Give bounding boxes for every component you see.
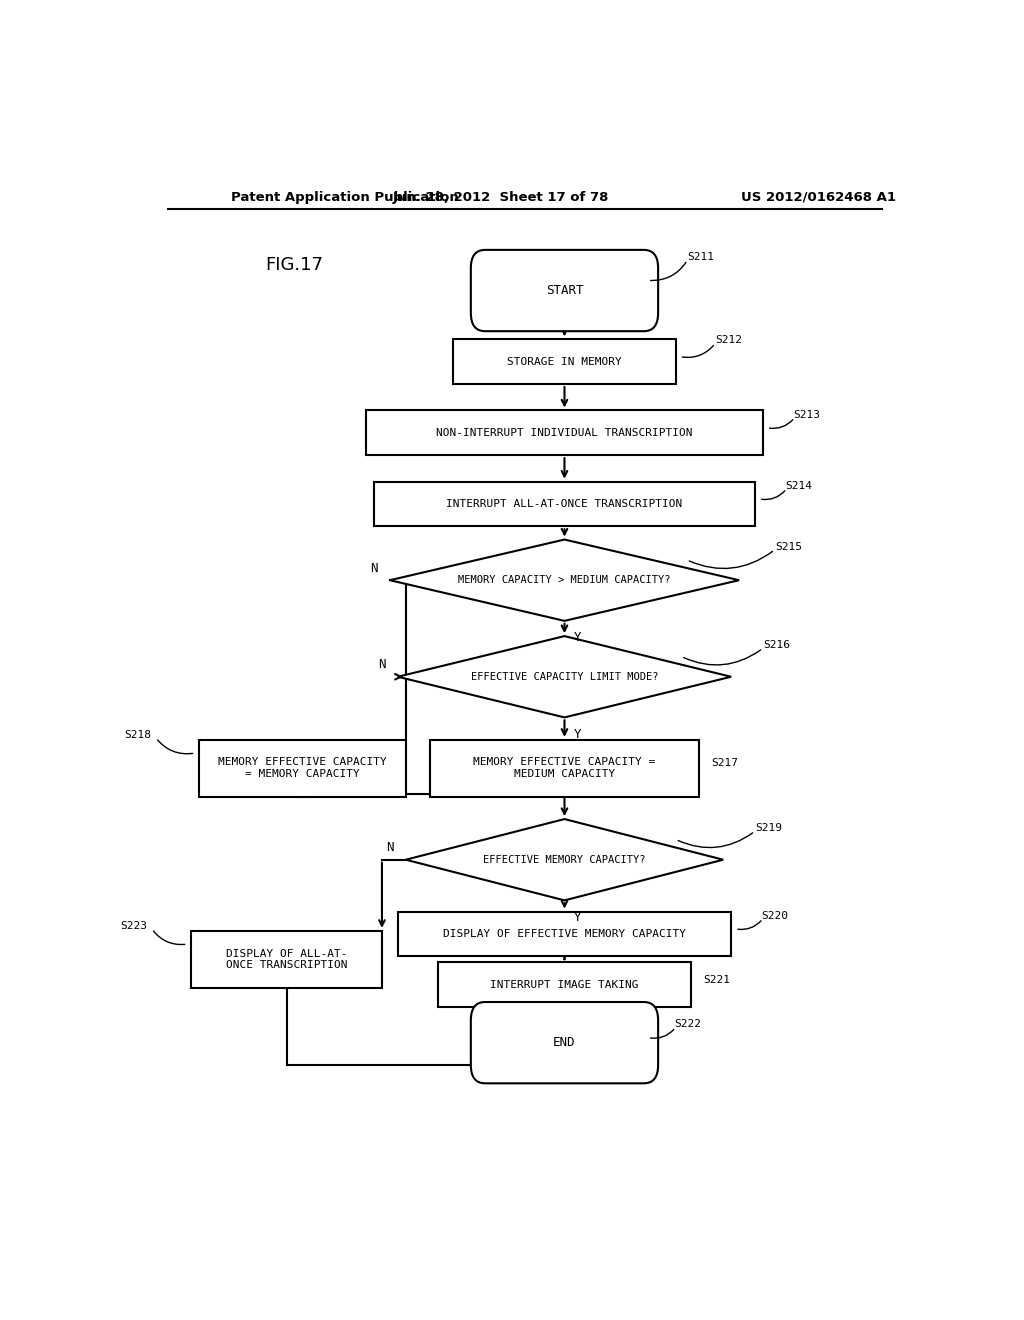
Text: S214: S214 (785, 480, 812, 491)
Text: S215: S215 (775, 541, 802, 552)
Text: DISPLAY OF EFFECTIVE MEMORY CAPACITY: DISPLAY OF EFFECTIVE MEMORY CAPACITY (443, 929, 686, 939)
Text: EFFECTIVE CAPACITY LIMIT MODE?: EFFECTIVE CAPACITY LIMIT MODE? (471, 672, 658, 681)
Text: US 2012/0162468 A1: US 2012/0162468 A1 (741, 190, 896, 203)
Text: S221: S221 (703, 974, 730, 985)
Text: DISPLAY OF ALL-AT-
ONCE TRANSCRIPTION: DISPLAY OF ALL-AT- ONCE TRANSCRIPTION (226, 949, 347, 970)
Polygon shape (406, 818, 723, 900)
Polygon shape (398, 636, 731, 718)
Bar (430, 739, 699, 797)
Text: S220: S220 (761, 911, 788, 920)
Text: S218: S218 (124, 730, 151, 739)
Text: INTERRUPT ALL-AT-ONCE TRANSCRIPTION: INTERRUPT ALL-AT-ONCE TRANSCRIPTION (446, 499, 683, 510)
Bar (191, 931, 382, 987)
Text: END: END (553, 1036, 575, 1049)
Text: N: N (386, 841, 394, 854)
Text: MEMORY EFFECTIVE CAPACITY
= MEMORY CAPACITY: MEMORY EFFECTIVE CAPACITY = MEMORY CAPAC… (218, 758, 387, 779)
Text: INTERRUPT IMAGE TAKING: INTERRUPT IMAGE TAKING (490, 979, 639, 990)
FancyBboxPatch shape (471, 249, 658, 331)
Text: S217: S217 (712, 758, 738, 768)
Bar (454, 339, 676, 384)
Polygon shape (390, 540, 739, 620)
Text: START: START (546, 284, 584, 297)
Text: Y: Y (574, 631, 582, 644)
Bar (367, 411, 763, 455)
Text: STORAGE IN MEMORY: STORAGE IN MEMORY (507, 356, 622, 367)
FancyBboxPatch shape (471, 1002, 658, 1084)
Text: Jun. 28, 2012  Sheet 17 of 78: Jun. 28, 2012 Sheet 17 of 78 (393, 190, 609, 203)
Text: EFFECTIVE MEMORY CAPACITY?: EFFECTIVE MEMORY CAPACITY? (483, 855, 646, 865)
Text: Patent Application Publication: Patent Application Publication (231, 190, 459, 203)
Text: S222: S222 (674, 1019, 701, 1030)
Text: MEMORY CAPACITY > MEDIUM CAPACITY?: MEMORY CAPACITY > MEDIUM CAPACITY? (458, 576, 671, 585)
Text: MEMORY EFFECTIVE CAPACITY =
MEDIUM CAPACITY: MEMORY EFFECTIVE CAPACITY = MEDIUM CAPAC… (473, 758, 655, 779)
Bar (374, 482, 755, 527)
Text: N: N (379, 659, 386, 671)
Text: S212: S212 (716, 335, 742, 346)
Text: S223: S223 (120, 921, 147, 931)
Text: FIG.17: FIG.17 (265, 256, 324, 275)
Text: Y: Y (574, 727, 582, 741)
Text: Y: Y (574, 911, 582, 924)
Text: S219: S219 (755, 824, 782, 833)
Bar (200, 739, 406, 797)
Text: N: N (371, 561, 378, 574)
Bar (398, 912, 731, 956)
Text: NON-INTERRUPT INDIVIDUAL TRANSCRIPTION: NON-INTERRUPT INDIVIDUAL TRANSCRIPTION (436, 428, 692, 438)
Text: S213: S213 (793, 409, 820, 420)
Text: S211: S211 (687, 252, 715, 261)
Bar (437, 962, 691, 1007)
Text: S216: S216 (763, 640, 790, 651)
